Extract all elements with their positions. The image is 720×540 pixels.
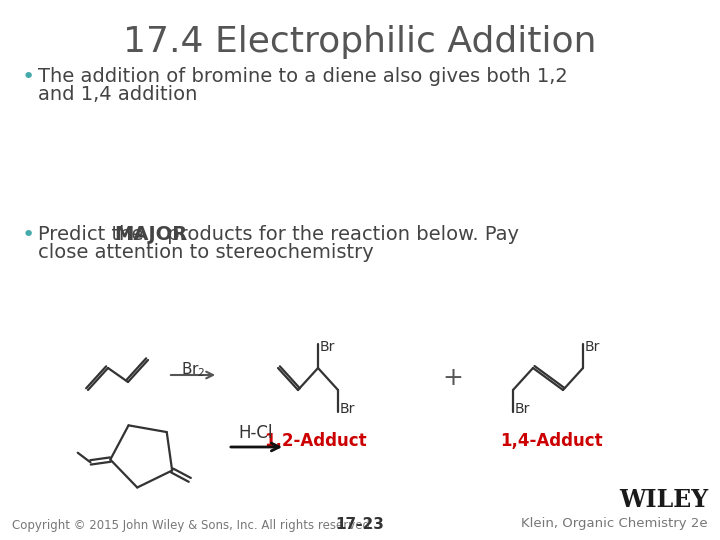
Text: Copyright © 2015 John Wiley & Sons, Inc. All rights reserved.: Copyright © 2015 John Wiley & Sons, Inc.…: [12, 519, 374, 532]
Text: Br$_2$: Br$_2$: [181, 360, 205, 379]
Text: Klein, Organic Chemistry 2e: Klein, Organic Chemistry 2e: [521, 517, 708, 530]
Text: Predict the: Predict the: [38, 225, 150, 244]
Text: 1,2-Adduct: 1,2-Adduct: [264, 432, 366, 450]
Text: •: •: [22, 67, 35, 87]
Text: 17-23: 17-23: [336, 517, 384, 532]
Text: 1,4-Adduct: 1,4-Adduct: [500, 432, 603, 450]
Text: WILEY: WILEY: [619, 488, 708, 512]
Text: Br: Br: [515, 402, 531, 416]
Text: and 1,4 addition: and 1,4 addition: [38, 85, 197, 104]
Text: products for the reaction below. Pay: products for the reaction below. Pay: [161, 225, 519, 244]
Text: Br: Br: [585, 340, 600, 354]
Text: MAJOR: MAJOR: [114, 225, 187, 244]
Text: Br: Br: [340, 402, 356, 416]
Text: The addition of bromine to a diene also gives both 1,2: The addition of bromine to a diene also …: [38, 67, 568, 86]
Text: 17.4 Electrophilic Addition: 17.4 Electrophilic Addition: [123, 25, 597, 59]
Text: H-Cl: H-Cl: [239, 424, 274, 442]
Text: Br: Br: [320, 340, 336, 354]
Text: close attention to stereochemistry: close attention to stereochemistry: [38, 243, 374, 262]
Text: +: +: [443, 366, 464, 390]
Text: •: •: [22, 225, 35, 245]
